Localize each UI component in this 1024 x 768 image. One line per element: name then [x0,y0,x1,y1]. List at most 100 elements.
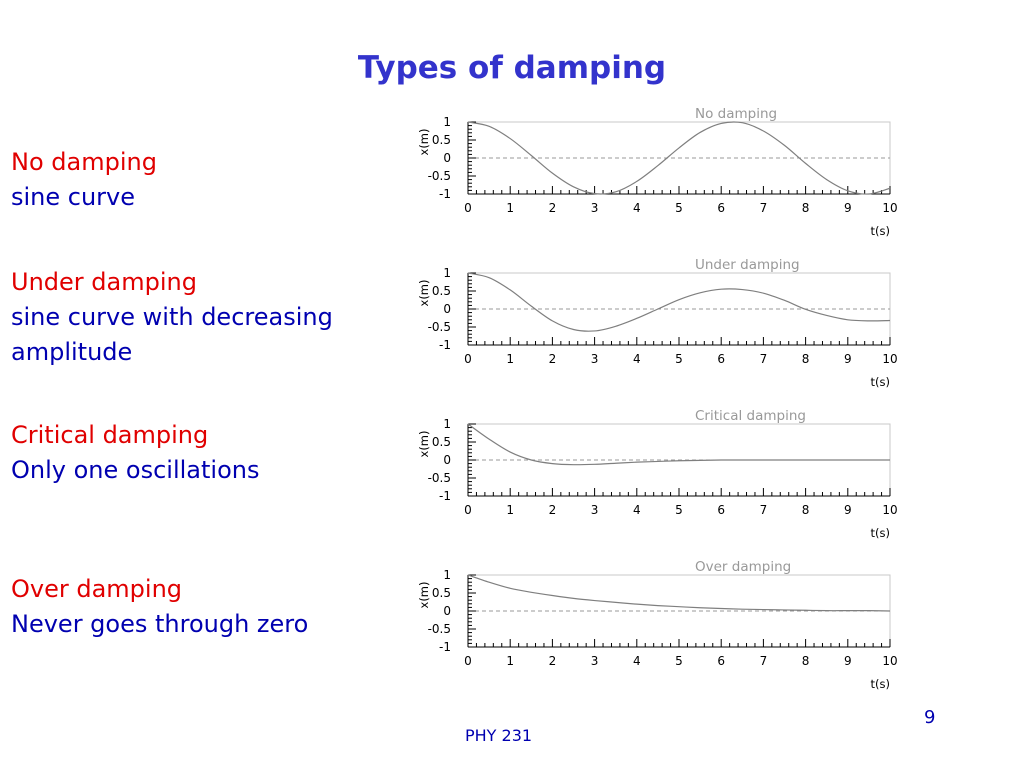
y-axis-label: x(m) [417,431,431,458]
chart-under-damping: Under damping 0 1 2 3 4 5 6 7 8 9 10 1 0.5 0 -0.5 -1 x(m)… [405,251,905,391]
x-tick-label: 10 [882,352,897,366]
x-tick-label: 4 [633,654,641,668]
y-tick-label: -0.5 [428,471,451,485]
x-tick-label: 6 [717,201,725,215]
x-tick-label: 8 [802,201,810,215]
block-heading: Under damping [11,268,197,296]
x-tick-label: 4 [633,503,641,517]
x-tick-label: 5 [675,654,683,668]
footer-course: PHY 231 [465,726,533,745]
chart-svg: Under damping 0 1 2 3 4 5 6 7 8 9 10 1 0.5 0 -0.5 -1 x(m)… [417,257,898,389]
x-tick-label: 3 [591,503,599,517]
chart-svg: Critical damping 0 1 2 3 4 5 6 7 8 9 10 1 0.5 0 -0.5 -1 x… [417,408,898,540]
chart-svg: Over damping 0 1 2 3 4 5 6 7 8 9 10 1 0.5 0 -0.5 -1 x(m) t… [417,559,898,691]
x-axis-label: t(s) [871,526,890,540]
series-line [467,423,890,466]
slide-title: Types of damping [357,50,667,86]
x-axis-label: t(s) [871,224,890,238]
y-tick-label: -0.5 [428,169,451,183]
chart-title: Critical damping [695,408,806,424]
x-tick-label: 7 [760,503,768,517]
page-number: 9 [924,707,936,728]
chart-no-damping: No damping 0 1 2 3 4 5 6 7 8 9 10 1 0.5 0 -0.5 -1 x(m) t(s… [405,100,905,240]
chart-title: No damping [695,106,777,122]
x-tick-label: 8 [802,654,810,668]
x-tick-label: 5 [675,352,683,366]
y-tick-label: -0.5 [428,622,451,636]
block-text: Only one oscillations [11,455,260,484]
block-text: sine curve [11,182,136,211]
x-tick-label: 0 [464,352,472,366]
y-axis-label: x(m) [417,582,431,609]
x-tick-label: 2 [549,503,557,517]
x-tick-label: 7 [760,352,768,366]
y-tick-label: 1 [443,115,451,129]
y-tick-label: 0.5 [432,284,451,298]
x-tick-label: 7 [760,654,768,668]
chart-svg: No damping 0 1 2 3 4 5 6 7 8 9 10 1 0.5 0 -0.5 -1 x(m) t(s… [417,106,898,238]
series-line [467,272,891,332]
y-tick-label: 0 [443,604,451,618]
x-tick-label: 3 [591,352,599,366]
y-tick-label: -1 [439,489,451,503]
x-axis-label: t(s) [871,677,890,691]
x-tick-label: 3 [591,654,599,668]
under-damping-block: Under damping sine curve with decreasing… [11,265,333,369]
y-tick-label: 0 [443,453,451,467]
y-tick-label: 0 [443,151,451,165]
x-tick-label: 9 [844,352,852,366]
over-damping-block: Over damping Never goes through zero [11,572,308,642]
chart-critical-damping: Critical damping 0 1 2 3 4 5 6 7 8 9 10 1 0.5 0 -0.5 -1 x… [405,402,905,542]
x-tick-label: 1 [506,352,514,366]
series-line [467,121,891,195]
no-damping-block: No damping sine curve [11,145,157,215]
x-tick-label: 5 [675,503,683,517]
x-tick-label: 8 [802,503,810,517]
block-heading: Critical damping [11,421,209,449]
y-axis-label: x(m) [417,129,431,156]
x-tick-label: 3 [591,201,599,215]
y-tick-label: 0 [443,302,451,316]
x-tick-label: 8 [802,352,810,366]
block-heading: Over damping [11,575,183,603]
x-tick-label: 4 [633,201,641,215]
y-tick-label: 0.5 [432,586,451,600]
x-tick-label: 0 [464,503,472,517]
x-tick-label: 6 [717,503,725,517]
chart-over-damping: Over damping 0 1 2 3 4 5 6 7 8 9 10 1 0.5 0 -0.5 -1 x(m) t… [405,553,905,693]
chart-title: Over damping [695,559,791,575]
y-tick-label: 1 [443,266,451,280]
x-tick-label: 0 [464,654,472,668]
series-line [467,574,891,612]
x-tick-label: 2 [549,654,557,668]
x-tick-label: 9 [844,201,852,215]
critical-damping-block: Critical damping Only one oscillations [11,418,259,488]
x-tick-label: 1 [506,654,514,668]
x-tick-label: 1 [506,503,514,517]
y-tick-label: -1 [439,338,451,352]
block-text: sine curve with decreasing [11,302,333,331]
x-tick-label: 4 [633,352,641,366]
x-tick-label: 1 [506,201,514,215]
block-heading: No damping [11,148,157,176]
y-tick-label: 0.5 [432,133,451,147]
x-tick-label: 2 [549,352,557,366]
y-tick-label: 0.5 [432,435,451,449]
x-tick-label: 5 [675,201,683,215]
x-tick-label: 2 [549,201,557,215]
x-tick-label: 7 [760,201,768,215]
block-text: Never goes through zero [11,609,309,638]
x-tick-label: 6 [717,352,725,366]
x-tick-label: 10 [882,503,897,517]
x-tick-label: 6 [717,654,725,668]
x-tick-label: 10 [882,201,897,215]
y-tick-label: 1 [443,568,451,582]
y-axis-label: x(m) [417,280,431,307]
y-tick-label: -0.5 [428,320,451,334]
y-tick-label: -1 [439,187,451,201]
x-tick-label: 10 [882,654,897,668]
y-tick-label: 1 [443,417,451,431]
x-tick-label: 0 [464,201,472,215]
x-axis-label: t(s) [871,375,890,389]
x-tick-label: 9 [844,503,852,517]
